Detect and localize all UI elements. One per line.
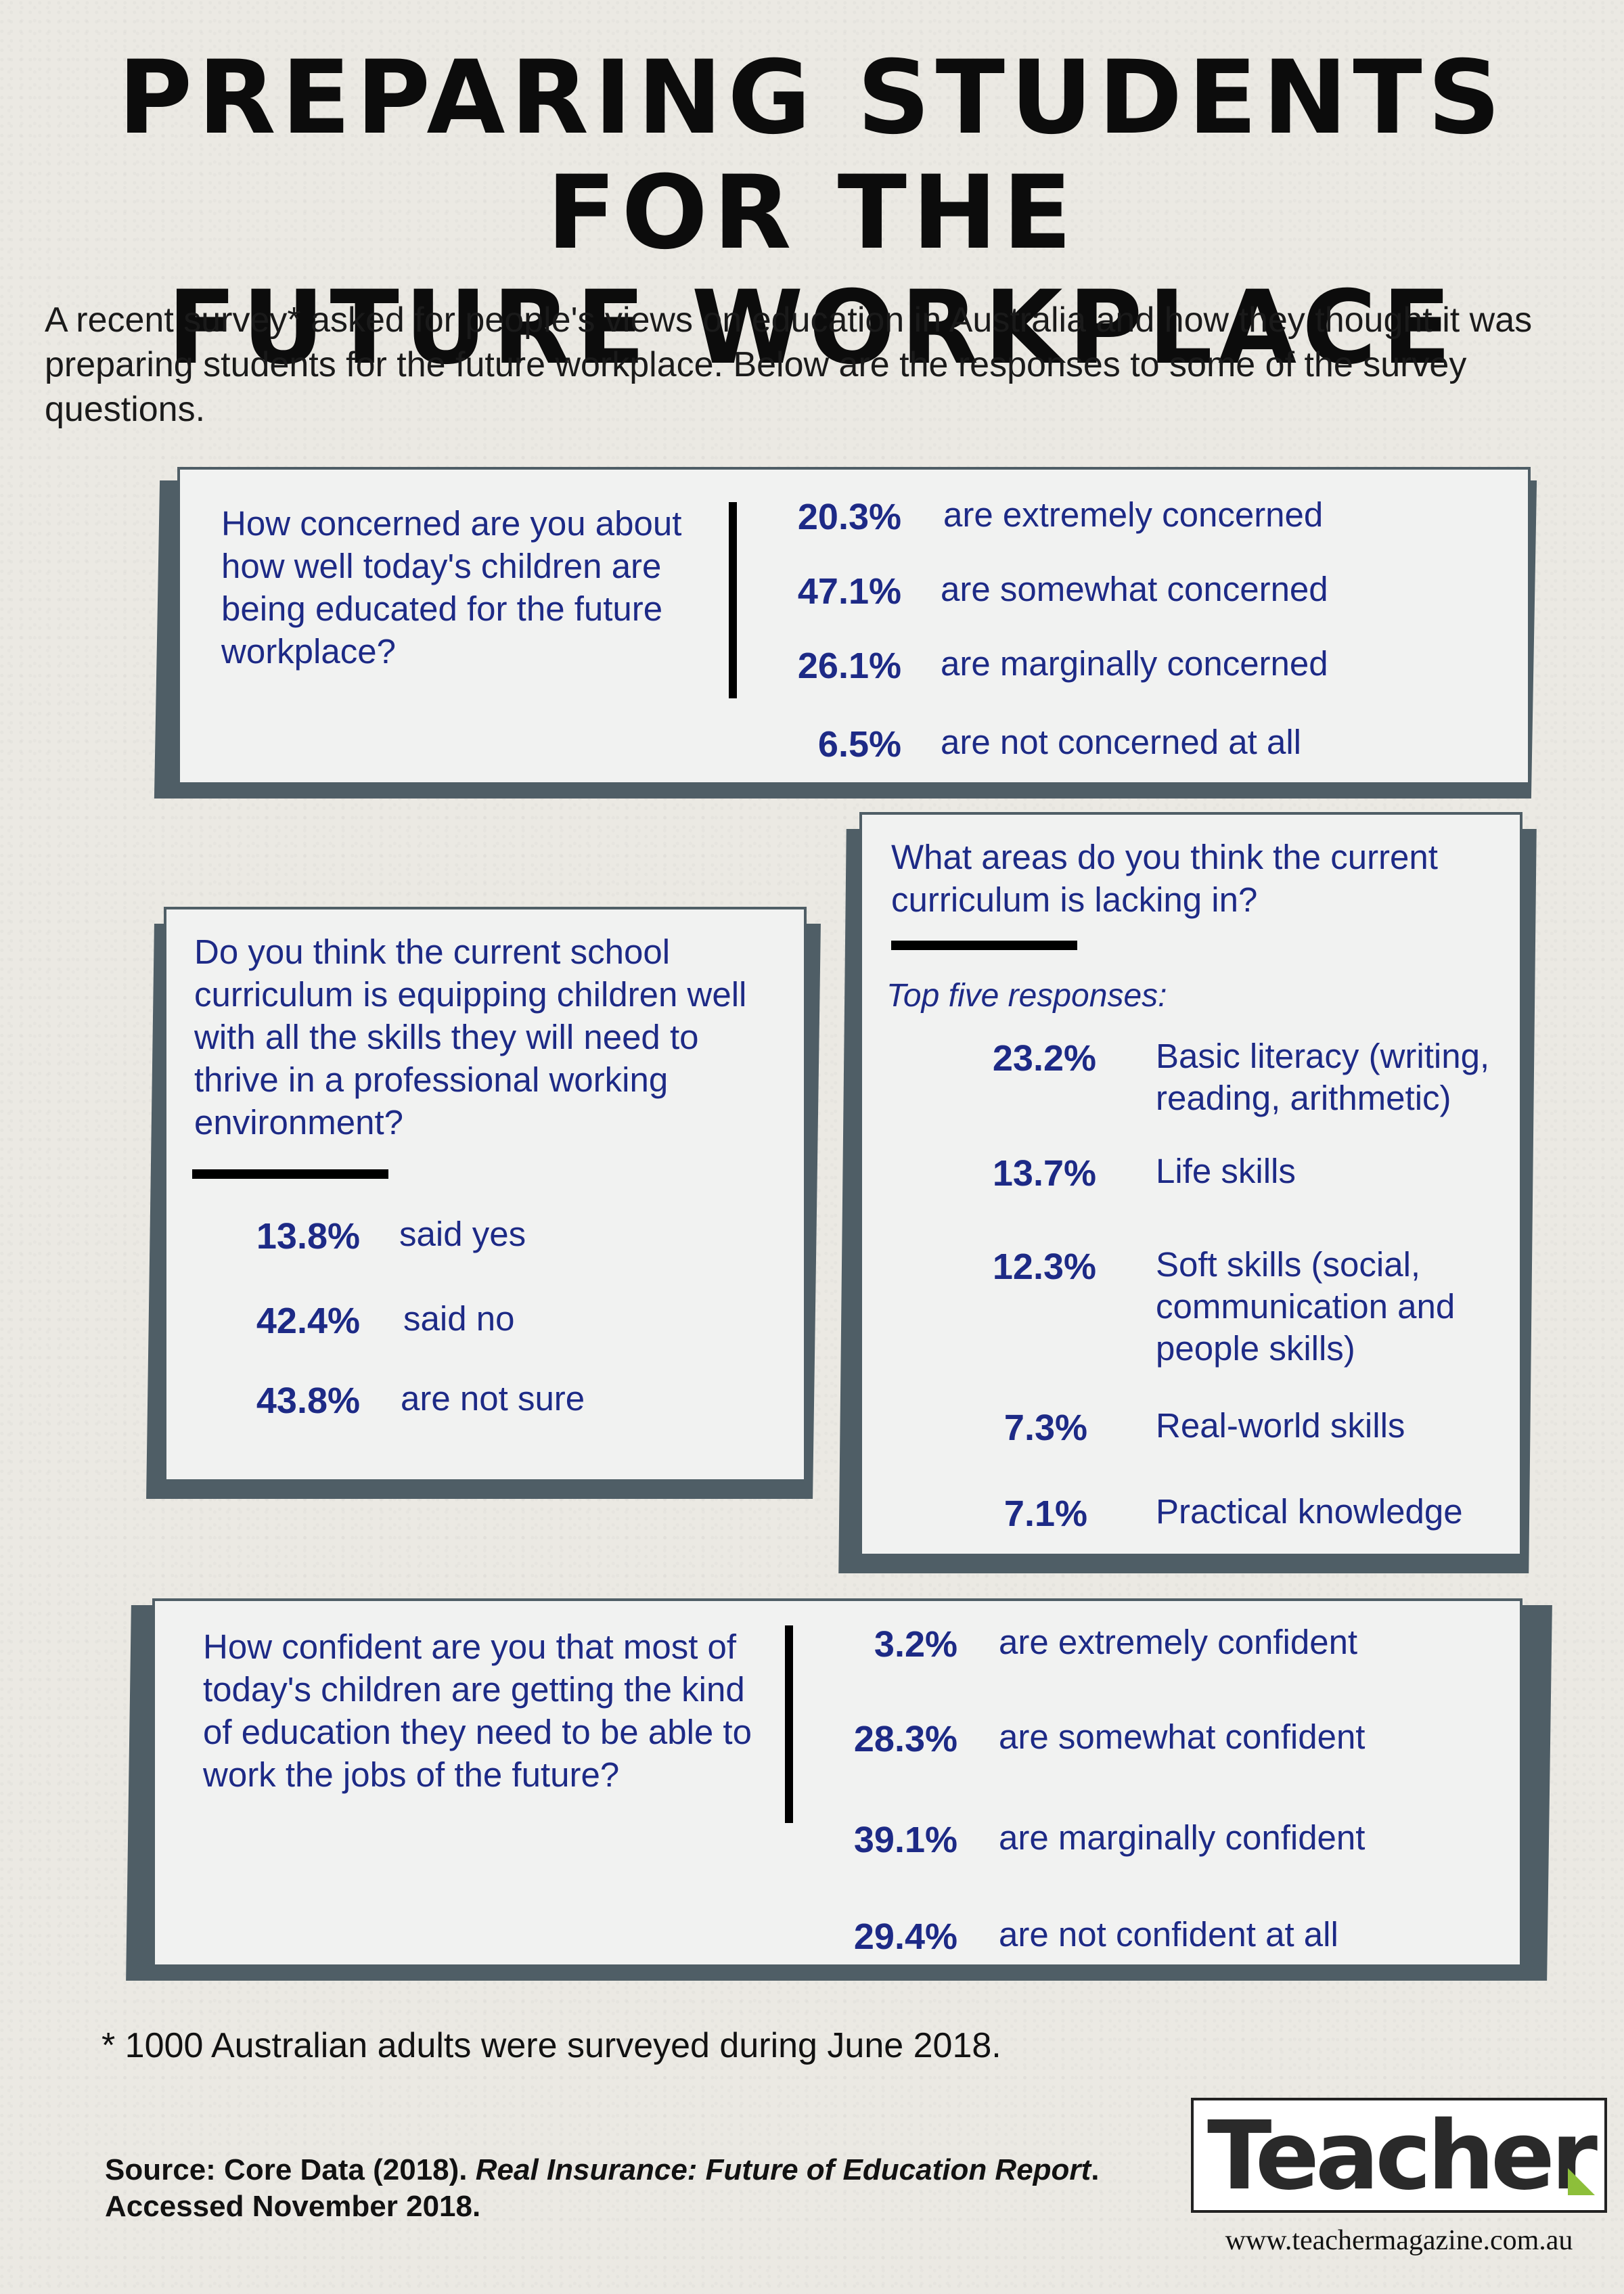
confident-pct-2: 28.3%: [853, 1719, 957, 1759]
confident-label-4: are not confident at all: [999, 1915, 1338, 1954]
confident-card: How confident are you that most of today…: [126, 1598, 1552, 1984]
concern-label-3: are marginally concerned: [941, 644, 1328, 683]
lacking-card: What areas do you think the current curr…: [838, 812, 1537, 1577]
lacking-subhead: Top five responses:: [886, 978, 1167, 1014]
concern-card: How concerned are you about how well tod…: [154, 467, 1537, 802]
confident-pct-3: 39.1%: [853, 1820, 957, 1860]
lacking-label-5: Practical knowledge: [1156, 1492, 1463, 1531]
title-line-2: FUTURE WORKPLACE: [167, 269, 1457, 387]
card-face: [859, 812, 1522, 1556]
equipping-label-3: are not sure: [401, 1379, 585, 1418]
teacher-logo[interactable]: Teacher: [1191, 2098, 1607, 2213]
confident-pct-1: 3.2%: [874, 1624, 957, 1665]
confident-question: How confident are you that most of today…: [203, 1627, 752, 1794]
confident-label-2: are somewhat confident: [999, 1717, 1366, 1756]
divider-bar: [785, 1625, 793, 1823]
concern-pct-1: 20.3%: [797, 497, 901, 537]
page-title: PREPARING STUDENTS FOR THE FUTURE WORKPL…: [0, 41, 1624, 386]
lacking-label-1: Basic literacy (writing, reading, arithm…: [1156, 1037, 1490, 1117]
concern-pct-4: 6.5%: [817, 724, 901, 765]
equipping-pct-2: 42.4%: [256, 1301, 360, 1341]
card-face: [164, 907, 807, 1482]
divider-bar: [729, 502, 737, 698]
lacking-question: What areas do you think the current curr…: [891, 838, 1438, 919]
lacking-pct-1: 23.2%: [992, 1038, 1096, 1079]
equipping-pct-3: 43.8%: [256, 1380, 360, 1421]
source-prefix: Source: Core Data (2018).: [105, 2153, 468, 2186]
concern-pct-2: 47.1%: [797, 571, 901, 612]
divider-bar: [891, 941, 1077, 950]
divider-bar: [192, 1169, 388, 1179]
card-face: [177, 467, 1531, 785]
equipping-label-2: said no: [403, 1299, 515, 1338]
confident-pct-4: 29.4%: [853, 1916, 957, 1957]
confident-label-3: are marginally confident: [999, 1818, 1366, 1857]
lacking-pct-5: 7.1%: [1003, 1493, 1087, 1534]
concern-label-1: are extremely concerned: [943, 495, 1324, 534]
source-suffix: .: [1091, 2153, 1100, 2186]
concern-pct-3: 26.1%: [797, 646, 901, 686]
lacking-label-4: Real-world skills: [1156, 1406, 1405, 1445]
lacking-label-2: Life skills: [1156, 1152, 1296, 1190]
equipping-card: Do you think the current school curricul…: [146, 907, 821, 1502]
equipping-label-1: said yes: [399, 1215, 526, 1253]
logo-triangle-icon: [1568, 2168, 1595, 2195]
title-line-1: PREPARING STUDENTS FOR THE: [118, 39, 1506, 272]
concern-label-2: are somewhat concerned: [941, 570, 1328, 608]
equipping-question: Do you think the current school curricul…: [194, 932, 747, 1142]
survey-footnote: * 1000 Australian adults were surveyed d…: [102, 2026, 1001, 2065]
website-url[interactable]: www.teachermagazine.com.au: [1225, 2225, 1573, 2256]
intro-paragraph: A recent survey* asked for people's view…: [45, 300, 1533, 429]
concern-label-4: are not concerned at all: [941, 723, 1302, 761]
concern-question: How concerned are you about how well tod…: [221, 504, 682, 671]
source-accessed: Accessed November 2018.: [105, 2190, 481, 2223]
source-report-title: Real Insurance: Future of Education Repo…: [475, 2153, 1091, 2186]
card-face: [152, 1598, 1522, 1967]
confident-label-1: are extremely confident: [999, 1623, 1358, 1661]
source-citation: Source: Core Data (2018). Real Insurance…: [105, 2152, 1188, 2225]
lacking-pct-2: 13.7%: [992, 1153, 1096, 1194]
lacking-pct-3: 12.3%: [992, 1246, 1096, 1287]
lacking-label-3: Soft skills (social, communication and p…: [1156, 1245, 1456, 1368]
equipping-pct-1: 13.8%: [256, 1216, 360, 1257]
logo-wordmark: Teacher: [1207, 2101, 1598, 2211]
lacking-pct-4: 7.3%: [1003, 1408, 1087, 1448]
